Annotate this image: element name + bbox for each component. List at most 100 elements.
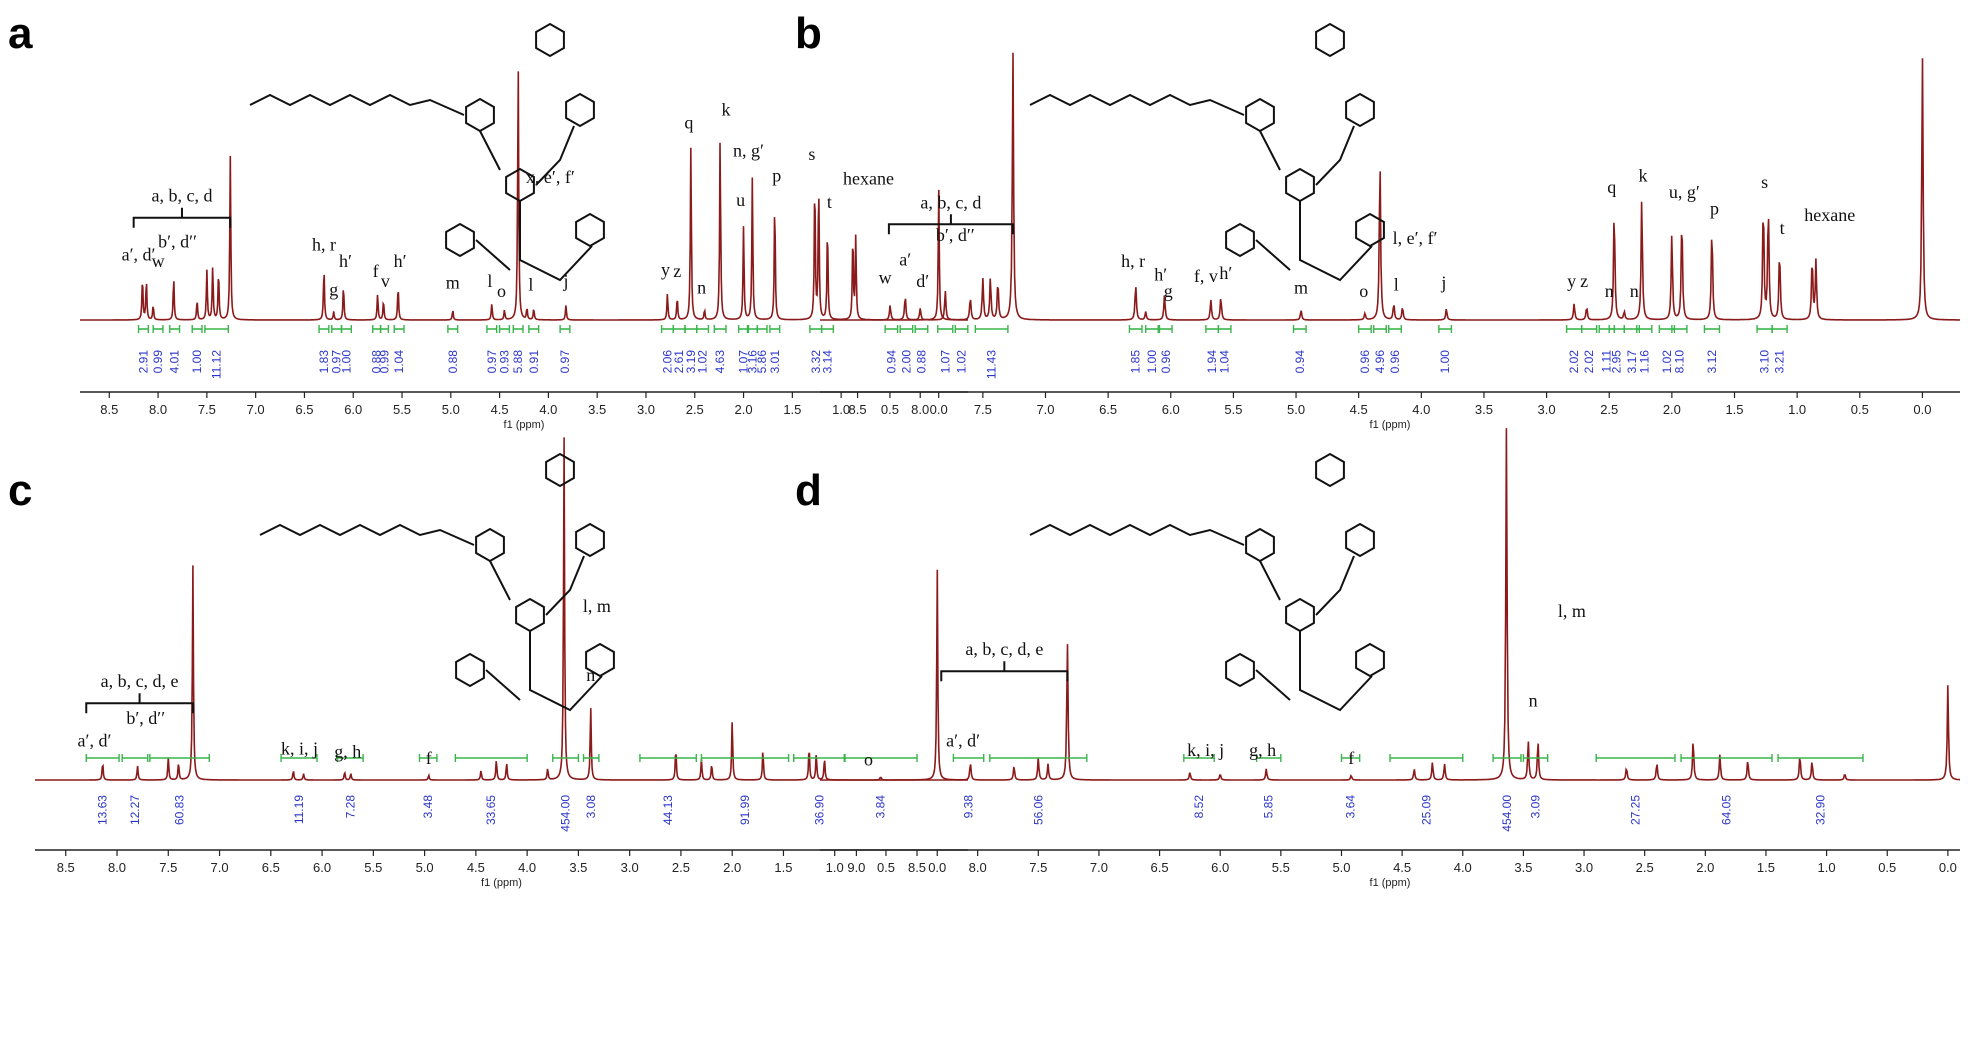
panel-letter: b — [795, 9, 822, 58]
integral-value: 7.28 — [343, 795, 357, 819]
peak-label: l — [487, 271, 492, 291]
integral-value: 91.99 — [738, 795, 752, 825]
integral-value: 3.32 — [809, 350, 823, 374]
x-tick-label: 0.0 — [930, 402, 948, 417]
x-tick-label: 4.0 — [539, 402, 557, 417]
ring-shape — [1315, 22, 1345, 58]
x-tick-label: 7.0 — [211, 860, 229, 875]
peak-label: a′, d′ — [946, 730, 980, 750]
integral-value: 3.19 — [684, 350, 698, 374]
x-tick-label: 6.5 — [1099, 402, 1117, 417]
panel-letter: d — [795, 466, 822, 515]
x-tick-label: 1.5 — [774, 860, 792, 875]
ring-shape — [1345, 92, 1375, 128]
peak-label: hexane — [843, 169, 894, 189]
peak-label: o — [864, 750, 873, 770]
peak-label: z — [1580, 271, 1588, 291]
integral-value: 454.00 — [1500, 795, 1514, 832]
integral-value: 2.95 — [1610, 350, 1624, 374]
molecule-structure — [1029, 452, 1385, 712]
aromatic-bracket — [85, 693, 194, 714]
peak-label: m — [1294, 278, 1308, 298]
peak-label: h′ — [1219, 263, 1232, 283]
x-tick-label: 3.0 — [621, 860, 639, 875]
peak-label: g, h — [334, 742, 361, 762]
x-tick-label: 2.5 — [672, 860, 690, 875]
integral-value: 4.63 — [713, 350, 727, 374]
peak-label: f — [1348, 748, 1354, 768]
ring-shape — [1345, 522, 1375, 558]
x-tick-label: 4.0 — [1412, 402, 1430, 417]
spectrum-trace — [820, 52, 1960, 321]
integral-value: 2.61 — [672, 350, 686, 374]
peak-label: t — [1780, 218, 1785, 238]
integral-value: 1.85 — [1129, 350, 1143, 374]
peak-label: n — [1529, 690, 1538, 710]
x-tick-label: 8.0 — [911, 402, 929, 417]
peak-label: q — [1607, 177, 1616, 197]
x-tick-label: 4.5 — [1393, 860, 1411, 875]
integral-value: 0.97 — [330, 350, 344, 374]
x-tick-label: 0.0 — [1939, 860, 1957, 875]
integral-value: 0.96 — [1159, 350, 1173, 374]
integral-value: 3.17 — [1625, 350, 1639, 374]
ring-shape — [585, 642, 615, 678]
x-tick-label: 8.5 — [908, 860, 926, 875]
x-tick-label: 5.0 — [416, 860, 434, 875]
ring-shape — [1225, 222, 1255, 258]
panel-a: a 8.5 8.0 7.5 7.0 6.5 6.0 5.5 5.0 4.5 4.0 3.5 3.0 2.5… — [8, 9, 968, 431]
x-tick-label: 6.0 — [1162, 402, 1180, 417]
panel-letter: c — [8, 466, 32, 515]
peak-label: k, i, j — [1187, 740, 1224, 760]
peak-label: h′ — [1154, 264, 1167, 284]
ring-shape — [1245, 97, 1275, 133]
x-tick-label: 3.0 — [1538, 402, 1556, 417]
peak-label: o — [1359, 281, 1368, 301]
integral-value: 13.63 — [96, 795, 110, 825]
integral-value: 3.12 — [1705, 350, 1719, 374]
x-tick-label: 5.5 — [1224, 402, 1242, 417]
peak-label: b′, d′′ — [936, 225, 975, 245]
molecule-structure — [259, 452, 615, 712]
aromatic-bracket — [940, 661, 1069, 682]
aromatic-bracket-label: a, b, c, d — [920, 192, 981, 212]
peak-label: k — [721, 99, 730, 119]
integral-value: 1.02 — [696, 350, 710, 374]
peak-label: z — [673, 261, 681, 281]
spectrum-trace — [820, 428, 1961, 781]
peak-label: h′ — [394, 251, 407, 271]
integral-value: 1.16 — [1637, 350, 1651, 374]
x-tick-label: 0.5 — [1878, 860, 1896, 875]
x-tick-label: 3.5 — [569, 860, 587, 875]
spectrum-trace — [35, 437, 968, 781]
x-tick-label: 7.0 — [247, 402, 265, 417]
x-tick-label: 3.0 — [1575, 860, 1593, 875]
ring-shape — [1285, 597, 1315, 633]
peak-label: n, g′ — [733, 141, 764, 161]
ring-shape — [515, 597, 545, 633]
x-tick-label: 6.5 — [262, 860, 280, 875]
integral-value: 11.19 — [292, 795, 306, 824]
molecule-structure — [1029, 22, 1385, 282]
integral-value: 1.00 — [1145, 350, 1159, 374]
x-tick-label: 3.5 — [588, 402, 606, 417]
integral-value: 8.10 — [1672, 350, 1686, 374]
peak-label: l — [1394, 274, 1399, 294]
integral-value: 25.09 — [1419, 795, 1433, 825]
peak-label: g, h — [1249, 740, 1276, 760]
peak-label: p — [772, 165, 781, 185]
integral-value: 2.00 — [899, 350, 913, 374]
integral-value: 5.85 — [1262, 795, 1276, 819]
molecule-structure — [249, 22, 605, 282]
integral-value: 11.43 — [985, 350, 999, 379]
integral-value: 2.02 — [1567, 350, 1581, 374]
x-tick-label: 0.5 — [881, 402, 899, 417]
ring-shape — [1245, 527, 1275, 563]
integral-value: 2.02 — [1582, 350, 1596, 374]
peak-label: w — [879, 268, 892, 288]
integral-value: 1.02 — [1660, 350, 1674, 374]
x-tick-label: 2.5 — [1600, 402, 1618, 417]
integral-value: 36.90 — [812, 795, 826, 825]
x-tick-label: 8.0 — [149, 402, 167, 417]
peak-label: n — [1605, 281, 1614, 301]
